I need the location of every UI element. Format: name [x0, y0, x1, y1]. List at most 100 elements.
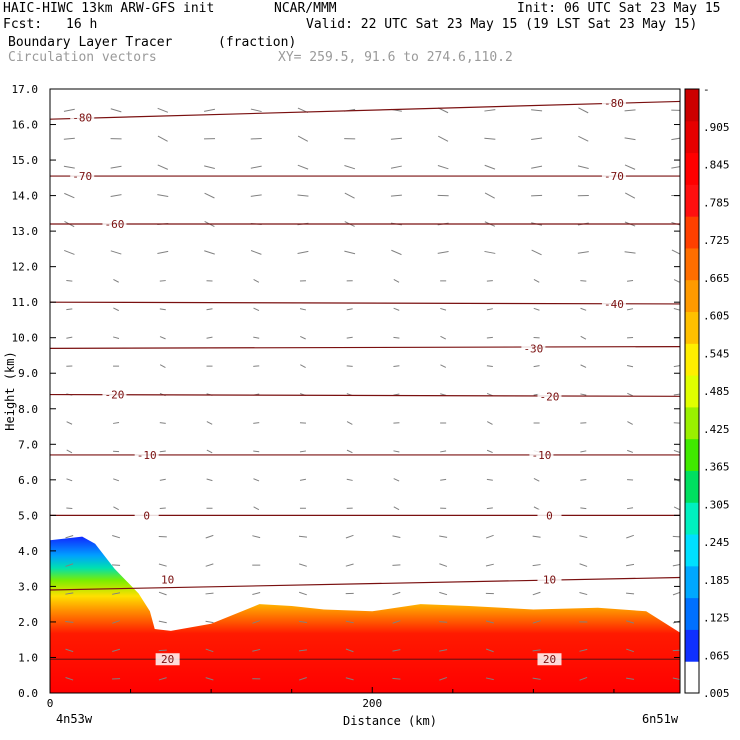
circulation-vector — [626, 534, 634, 539]
contour-label-bg — [529, 448, 554, 461]
y-tick-label: 15.0 — [12, 154, 39, 167]
circulation-vector — [112, 592, 121, 595]
circulation-vector — [671, 137, 680, 141]
circulation-vector — [298, 649, 307, 652]
circulation-vector — [485, 563, 494, 567]
colorbar-segment — [685, 343, 699, 376]
circulation-vector — [204, 108, 216, 112]
contour-label-bg — [537, 653, 562, 666]
colorbar-label: - — [703, 83, 710, 96]
colorbar-label: .605 — [703, 310, 730, 323]
circulation-vector — [579, 592, 588, 596]
colorbar-segment — [685, 406, 699, 440]
circulation-vector — [110, 165, 122, 169]
circulation-vector — [205, 677, 214, 681]
contour-label-bg — [70, 111, 95, 124]
y-tick-label: 17.0 — [12, 83, 39, 96]
contour-label: 10 — [161, 573, 174, 586]
circulation-vector — [299, 478, 307, 481]
circulation-vector — [300, 335, 306, 340]
circulation-vector — [439, 563, 448, 567]
circulation-vector — [110, 194, 122, 198]
y-tick-label: 2.0 — [18, 616, 38, 629]
circulation-vector — [346, 449, 353, 454]
circulation-vector — [252, 592, 261, 596]
circulation-vector — [110, 108, 122, 113]
circulation-vector — [344, 165, 356, 170]
circulation-vector — [346, 421, 353, 425]
circulation-vector — [532, 677, 541, 680]
contour-label: -80 — [72, 111, 92, 124]
circulation-vector — [65, 592, 74, 595]
contour-label: 20 — [543, 653, 556, 666]
circulation-vector — [627, 365, 634, 368]
circulation-vector — [439, 649, 448, 652]
circulation-vector — [392, 677, 401, 680]
contour-label: -70 — [604, 170, 624, 183]
circulation-vector — [299, 677, 307, 681]
circulation-vector — [532, 535, 541, 538]
circulation-vector — [345, 677, 354, 681]
circulation-vector — [205, 648, 214, 653]
y-tick-label: 13.0 — [12, 225, 39, 238]
circulation-vector — [440, 478, 447, 481]
circulation-vector — [297, 194, 309, 197]
circulation-vector — [486, 449, 493, 454]
circulation-vector — [204, 165, 215, 169]
circulation-vector — [250, 250, 262, 255]
contour-label-bg — [102, 218, 127, 231]
circulation-vector — [580, 478, 587, 481]
circulation-vector — [250, 165, 262, 169]
y-tick-label: 11.0 — [12, 296, 39, 309]
circulation-vector — [345, 620, 354, 624]
colorbar-frame — [684, 88, 700, 694]
contour-label: -20 — [540, 390, 560, 403]
field-units: (fraction) — [218, 35, 297, 50]
contour-label-bg — [521, 342, 546, 355]
circulation-vector — [253, 478, 260, 482]
circulation-vector — [344, 250, 356, 255]
circulation-vector — [157, 107, 169, 113]
circulation-vector — [486, 365, 493, 368]
colorbar-segment — [685, 534, 699, 567]
circulation-vector — [345, 563, 354, 567]
colorbar-segment — [685, 661, 699, 694]
circulation-vector — [580, 507, 587, 510]
circulation-vector — [671, 249, 680, 255]
circulation-vector — [297, 250, 309, 254]
y-tick-label: 12.0 — [12, 261, 39, 274]
circulation-vector — [580, 393, 587, 396]
circulation-vector — [486, 507, 493, 510]
circulation-vector — [577, 251, 589, 254]
circulation-vector — [627, 308, 634, 311]
circulation-vector — [158, 563, 167, 567]
colorbar-segment — [685, 375, 699, 408]
contour-label: 20 — [161, 653, 174, 666]
circulation-vector — [672, 563, 680, 567]
circulation-vector — [299, 563, 307, 567]
contour-label-bg — [601, 97, 626, 110]
circulation-vector — [627, 449, 634, 453]
colorbar-segment — [685, 311, 699, 344]
circulation-vector — [206, 478, 213, 482]
circulation-vector — [531, 165, 543, 169]
circulation-vector — [673, 449, 680, 453]
x-axis-label: Distance (km) — [343, 714, 437, 728]
circulation-vector — [345, 534, 354, 539]
y-tick-label: 1.0 — [18, 651, 38, 664]
y-tick-label: 7.0 — [18, 438, 38, 451]
circulation-vector — [205, 534, 214, 539]
circulation-vector — [579, 563, 588, 567]
circulation-vector — [65, 648, 74, 653]
circulation-vector — [253, 506, 260, 511]
circulation-vector — [392, 564, 401, 566]
circulation-vector — [533, 506, 540, 511]
y-tick-label: 3.0 — [18, 580, 38, 593]
circulation-vector — [624, 164, 636, 170]
colorbar-label: .245 — [703, 536, 730, 549]
circulation-vector — [439, 621, 448, 623]
circulation-vector — [113, 478, 120, 482]
contour-label-bg — [134, 448, 159, 461]
circulation-vector — [580, 364, 587, 368]
circulation-vector — [205, 620, 214, 624]
